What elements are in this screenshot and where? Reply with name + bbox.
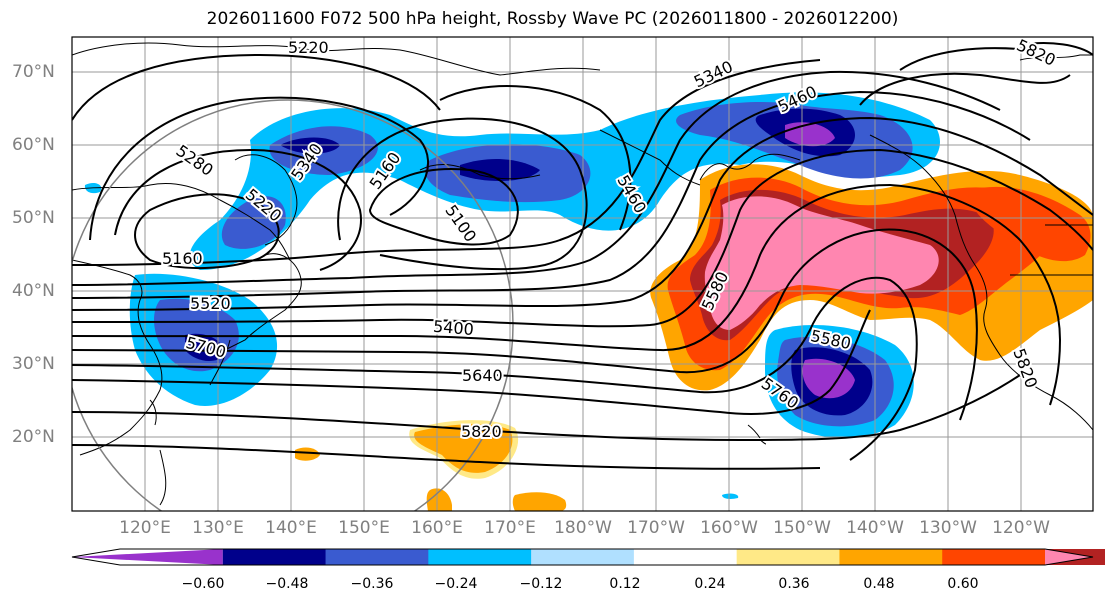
contour-label: 5820: [1009, 346, 1041, 391]
coastlines: [72, 42, 1093, 506]
colorbar-segment: [428, 549, 532, 565]
colorbar-tick-label: −0.60: [181, 576, 225, 592]
map-frame: [71, 36, 1094, 512]
lon-label: 120°W: [992, 518, 1050, 538]
lon-label: 120°E: [119, 518, 171, 538]
colorbar-tick-label: 0.60: [947, 576, 979, 592]
colorbar-segment: [633, 549, 738, 565]
contour-label: 5160: [162, 249, 203, 268]
colorbar-tick-label: −0.36: [350, 576, 394, 592]
colorbar-segment: [222, 549, 327, 565]
lon-label: 160°W: [700, 518, 758, 538]
colorbar-segment: [736, 549, 840, 565]
contour-label: 5640: [462, 366, 503, 385]
contour-label: 5400: [432, 317, 474, 339]
lon-label: 130°E: [192, 518, 244, 538]
lat-label: 20°N: [12, 427, 55, 447]
contour-label: 5280: [173, 141, 217, 180]
lon-label: 130°W: [919, 518, 977, 538]
anomaly-shading: [84, 92, 1093, 511]
lat-label: 60°N: [12, 135, 55, 155]
lat-label: 30°N: [12, 354, 55, 374]
lon-label: 140°W: [846, 518, 904, 538]
colorbar-segment: [72, 549, 223, 565]
lon-label: 170°E: [484, 518, 536, 538]
colorbar-segment: [325, 549, 429, 565]
lon-label: 180°W: [554, 518, 612, 538]
colorbar-tick-label: 0.24: [694, 576, 726, 592]
height-contours: [72, 42, 1093, 470]
colorbar-segment: [531, 549, 635, 565]
contour-label: 5220: [288, 38, 329, 57]
colorbar-segment: [942, 549, 1046, 565]
lon-label: 160°E: [411, 518, 463, 538]
lon-label: 140°E: [265, 518, 317, 538]
contour-label: 5820: [1014, 35, 1059, 69]
colorbar: [71, 548, 1105, 566]
lat-label: 50°N: [12, 208, 55, 228]
radius-circle: [72, 99, 514, 511]
colorbar-tick-label: 0.36: [778, 576, 810, 592]
contour-label: 5520: [190, 294, 231, 313]
gridlines: [72, 37, 1093, 511]
lon-label: 150°W: [773, 518, 831, 538]
colorbar-tick-label: −0.24: [434, 576, 478, 592]
lat-label: 70°N: [12, 62, 55, 82]
colorbar-tick-label: 0.48: [863, 576, 895, 592]
contour-label: 5820: [461, 422, 502, 441]
colorbar-outline: [71, 548, 1094, 566]
lat-label: 40°N: [12, 281, 55, 301]
lon-label: 170°W: [627, 518, 685, 538]
colorbar-tick-label: −0.12: [519, 576, 563, 592]
colorbar-tick-label: −0.48: [265, 576, 309, 592]
colorbar-segment: [1045, 549, 1093, 565]
map-title: 2026011600 F072 500 hPa height, Rossby W…: [206, 9, 899, 29]
colorbar-tick-label: 0.12: [609, 576, 641, 592]
lon-label: 150°E: [338, 518, 390, 538]
colorbar-segment: [839, 549, 943, 565]
